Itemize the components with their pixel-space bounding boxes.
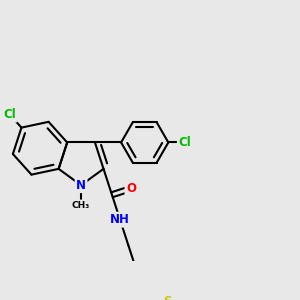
Text: Cl: Cl [3, 108, 16, 121]
Text: O: O [126, 182, 136, 195]
Text: N: N [76, 179, 86, 192]
Text: CH₃: CH₃ [72, 201, 90, 210]
Text: Cl: Cl [178, 136, 191, 149]
Text: NH: NH [110, 213, 130, 226]
Text: S: S [164, 295, 172, 300]
